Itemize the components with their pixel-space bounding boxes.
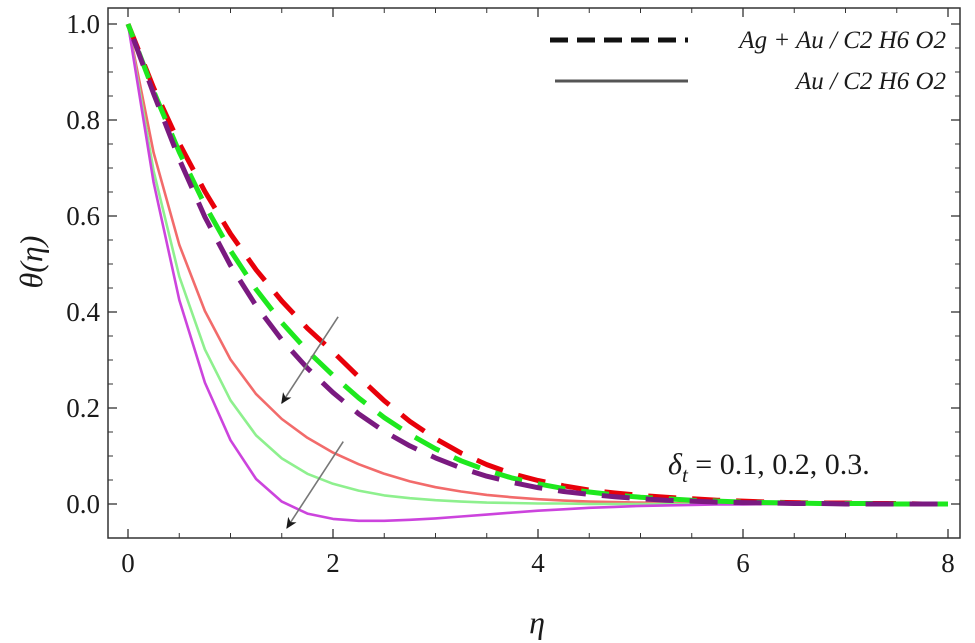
y-tick-label: 0.6 xyxy=(66,201,100,231)
y-tick-label: 0.4 xyxy=(66,297,100,327)
y-axis-title: θ(η) xyxy=(13,236,49,289)
x-tick-label: 4 xyxy=(531,548,545,578)
y-tick-label: 0.8 xyxy=(66,105,100,135)
annotation-arrow-1 xyxy=(286,441,344,529)
tick-labels-layer: 0 2 4 6 8 0.0 0.2 0.4 0.6 0.8 1.0 xyxy=(66,9,955,578)
legend-label-dashed: Ag + Au / C2 H6 O2 xyxy=(737,27,946,54)
ticks-layer xyxy=(108,8,960,538)
delta-subscript: t xyxy=(682,463,689,487)
series-line-dashed-1 xyxy=(125,23,948,507)
annotation-arrow-0 xyxy=(281,316,339,405)
annotation-arrows xyxy=(281,316,344,529)
x-axis-title: η xyxy=(529,604,545,640)
delta-symbol: δ xyxy=(668,448,683,481)
x-tick-label: 0 xyxy=(121,548,135,578)
y-tick-label: 0.2 xyxy=(66,393,100,423)
series-line-dashed-2 xyxy=(125,23,948,507)
x-tick-label: 2 xyxy=(326,548,340,578)
y-tick-label: 0.0 xyxy=(66,489,100,519)
delta-annotation: δt = 0.1, 0.2, 0.3. xyxy=(668,448,870,487)
x-tick-label: 8 xyxy=(941,548,955,578)
series-layer xyxy=(125,23,948,523)
series-line-dashed-0 xyxy=(125,23,948,507)
y-tick-label: 1.0 xyxy=(66,9,100,39)
legend: Ag + Au / C2 H6 O2 Au / C2 H6 O2 xyxy=(550,27,946,95)
plot-frame xyxy=(107,7,961,539)
delta-values: = 0.1, 0.2, 0.3. xyxy=(688,448,870,481)
series-line-solid-5 xyxy=(126,23,948,523)
legend-label-solid: Au / C2 H6 O2 xyxy=(794,68,946,95)
x-tick-label: 6 xyxy=(736,548,750,578)
